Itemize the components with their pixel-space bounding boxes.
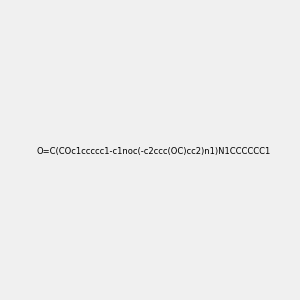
Text: O=C(COc1ccccc1-c1noc(-c2ccc(OC)cc2)n1)N1CCCCCC1: O=C(COc1ccccc1-c1noc(-c2ccc(OC)cc2)n1)N1… <box>37 147 271 156</box>
